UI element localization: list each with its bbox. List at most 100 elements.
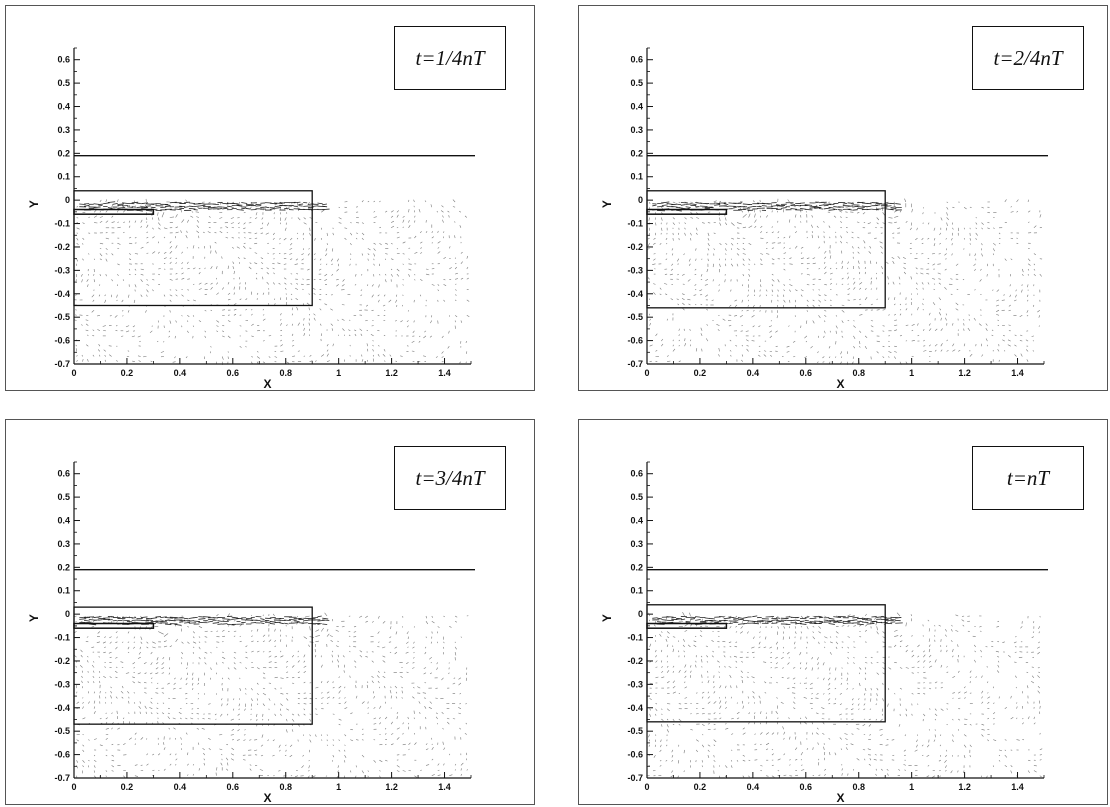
velocity-vector bbox=[105, 258, 108, 262]
velocity-vector bbox=[853, 346, 856, 349]
velocity-vector bbox=[262, 308, 264, 311]
velocity-vector bbox=[371, 284, 374, 287]
velocity-vector bbox=[725, 701, 727, 704]
velocity-vector bbox=[217, 620, 223, 622]
velocity-vector bbox=[303, 636, 308, 640]
velocity-vector bbox=[156, 657, 159, 661]
velocity-vector bbox=[876, 202, 882, 205]
velocity-vector bbox=[232, 266, 235, 270]
velocity-vector bbox=[259, 769, 264, 771]
velocity-vector bbox=[781, 677, 784, 679]
velocity-vector bbox=[946, 723, 948, 726]
velocity-vector bbox=[758, 325, 761, 328]
velocity-vector bbox=[231, 747, 235, 751]
velocity-vector bbox=[330, 258, 334, 262]
plate-outline bbox=[646, 622, 728, 629]
velocity-vector bbox=[917, 660, 920, 663]
velocity-vector bbox=[895, 203, 901, 205]
velocity-vector bbox=[676, 618, 682, 620]
velocity-vector bbox=[992, 248, 995, 252]
velocity-vector bbox=[1004, 765, 1008, 768]
velocity-vector bbox=[672, 339, 674, 342]
velocity-vector bbox=[771, 273, 774, 276]
velocity-vector bbox=[752, 622, 760, 625]
velocity-vector bbox=[747, 696, 749, 699]
velocity-vector bbox=[898, 724, 901, 727]
velocity-vector bbox=[443, 763, 445, 766]
velocity-vector bbox=[760, 743, 762, 746]
velocity-vector bbox=[85, 329, 89, 332]
velocity-vector bbox=[845, 738, 848, 740]
velocity-vector bbox=[122, 619, 130, 622]
velocity-vector bbox=[921, 242, 924, 244]
velocity-vector bbox=[652, 617, 658, 619]
velocity-vector bbox=[661, 666, 663, 668]
velocity-vector bbox=[280, 335, 282, 337]
velocity-vector bbox=[298, 622, 305, 624]
velocity-vector bbox=[131, 206, 136, 208]
velocity-vector bbox=[678, 669, 681, 673]
velocity-vector bbox=[111, 712, 113, 715]
velocity-vector bbox=[278, 744, 281, 748]
velocity-vector bbox=[256, 693, 259, 696]
velocity-vector bbox=[238, 703, 240, 707]
x-tick-label: 1 bbox=[909, 368, 914, 378]
velocity-vector bbox=[332, 744, 335, 746]
velocity-vector bbox=[754, 213, 756, 218]
velocity-vector bbox=[239, 325, 242, 327]
velocity-vector bbox=[249, 739, 252, 741]
velocity-vector bbox=[810, 682, 813, 685]
velocity-vector bbox=[865, 662, 868, 664]
velocity-vector bbox=[325, 248, 328, 252]
velocity-vector bbox=[227, 281, 230, 285]
velocity-vector bbox=[297, 660, 300, 663]
velocity-vector bbox=[696, 206, 698, 209]
velocity-vector bbox=[396, 268, 400, 272]
velocity-vector bbox=[414, 252, 418, 254]
velocity-vector bbox=[771, 258, 775, 260]
velocity-vector bbox=[315, 640, 319, 643]
velocity-vector bbox=[93, 759, 97, 762]
velocity-vector bbox=[367, 200, 370, 203]
velocity-vector bbox=[99, 199, 102, 203]
velocity-vector bbox=[283, 237, 287, 241]
velocity-vector bbox=[702, 222, 705, 224]
velocity-vector bbox=[279, 237, 281, 240]
velocity-vector bbox=[314, 238, 316, 241]
velocity-vector bbox=[256, 640, 259, 643]
velocity-vector bbox=[758, 646, 761, 649]
velocity-vector bbox=[139, 340, 141, 343]
velocity-vector bbox=[227, 677, 230, 680]
velocity-vector bbox=[1016, 199, 1019, 203]
velocity-vector bbox=[365, 615, 368, 619]
velocity-vector bbox=[449, 267, 452, 270]
velocity-vector bbox=[412, 667, 415, 669]
velocity-vector bbox=[274, 645, 277, 648]
velocity-vector bbox=[204, 662, 207, 665]
velocity-vector bbox=[230, 222, 234, 224]
velocity-vector bbox=[963, 697, 966, 699]
velocity-vector bbox=[818, 304, 821, 307]
velocity-vector bbox=[188, 208, 196, 210]
velocity-vector bbox=[811, 667, 813, 671]
velocity-vector bbox=[765, 748, 769, 751]
velocity-vector bbox=[818, 315, 821, 319]
velocity-vector bbox=[1014, 334, 1017, 337]
velocity-vector bbox=[75, 620, 77, 623]
velocity-vector bbox=[850, 743, 854, 746]
velocity-vector bbox=[222, 330, 225, 333]
velocity-vector bbox=[880, 203, 888, 205]
velocity-vector bbox=[423, 335, 427, 339]
velocity-vector bbox=[324, 612, 328, 617]
velocity-vector bbox=[146, 289, 149, 293]
y-tick-label: -0.4 bbox=[627, 289, 643, 299]
velocity-vector bbox=[371, 675, 374, 679]
plate-outline bbox=[646, 208, 728, 215]
velocity-vector bbox=[806, 268, 809, 270]
y-tick-label: -0.5 bbox=[627, 726, 643, 736]
velocity-vector bbox=[933, 227, 936, 231]
velocity-vector bbox=[256, 356, 260, 359]
velocity-vector bbox=[137, 681, 141, 684]
velocity-vector bbox=[127, 641, 130, 643]
velocity-vector bbox=[986, 274, 988, 277]
